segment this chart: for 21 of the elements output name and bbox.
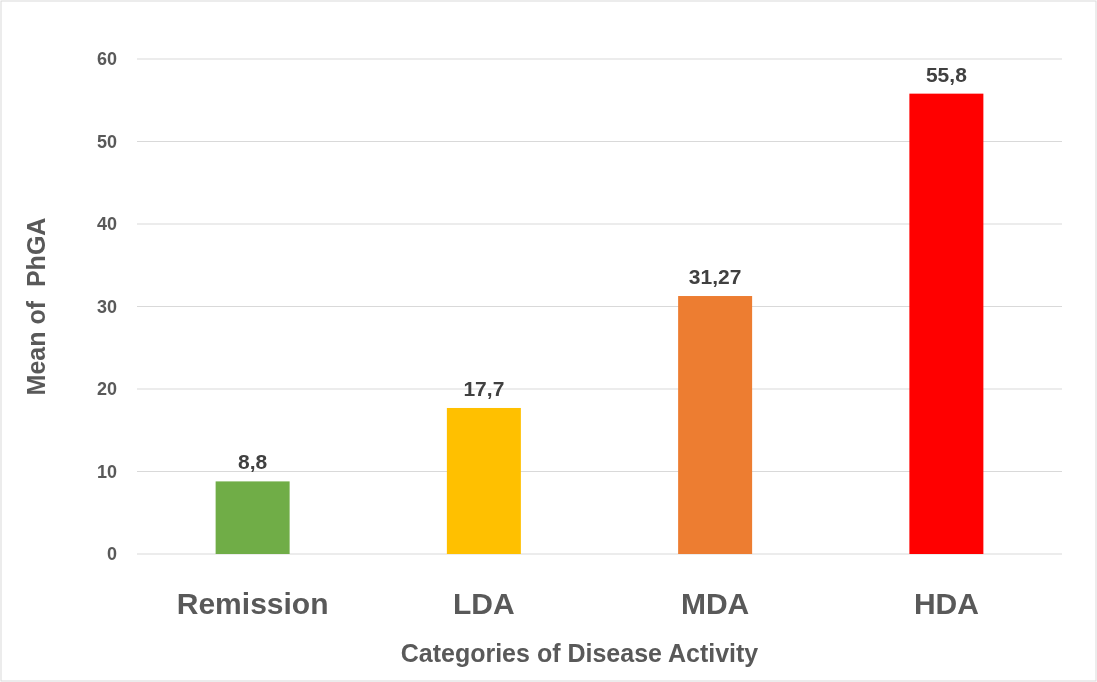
- y-tick-label: 60: [96, 49, 117, 70]
- x-axis-title: Categories of Disease Activity: [400, 639, 759, 667]
- y-axis-title: Mean of PhGA: [22, 217, 50, 396]
- bar: [678, 296, 753, 554]
- y-tick-label: 40: [96, 214, 117, 235]
- x-tick-label: Remission: [176, 587, 329, 620]
- y-tick-label: 50: [96, 131, 117, 152]
- y-tick-label: 20: [96, 379, 117, 400]
- data-label: 17,7: [463, 376, 505, 400]
- bar: [446, 407, 521, 554]
- y-tick-label: 0: [106, 544, 117, 565]
- x-tick-label: MDA: [680, 587, 750, 620]
- data-label: 31,27: [688, 265, 742, 289]
- bar: [215, 481, 290, 554]
- y-tick-label: 10: [96, 461, 117, 482]
- bar: [909, 93, 984, 554]
- x-tick-label: HDA: [913, 587, 979, 620]
- data-label: 8,8: [238, 450, 268, 474]
- data-label: 55,8: [925, 62, 968, 86]
- y-tick-label: 30: [96, 296, 117, 317]
- x-tick-label: LDA: [453, 587, 515, 620]
